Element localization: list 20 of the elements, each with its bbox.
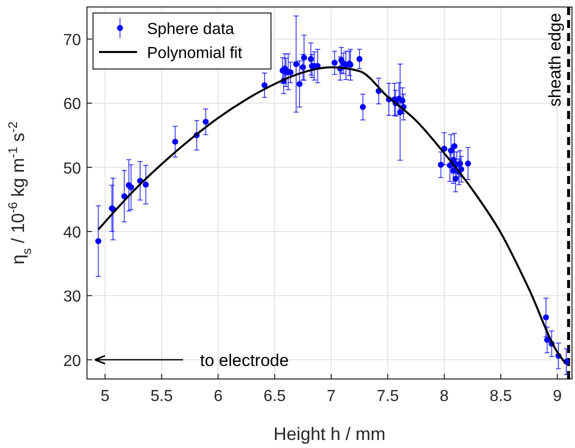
y-tick-label: 50 — [63, 160, 82, 178]
x-axis-title: Height h / mm — [273, 424, 386, 444]
ref-line-label: sheath edge — [546, 13, 565, 107]
y-tick-label: 40 — [63, 224, 82, 242]
legend-label: Polynomial fit — [147, 45, 243, 62]
x-tick-label: 5.5 — [150, 388, 173, 405]
annotation: to electrode — [200, 350, 289, 370]
x-tick-label: 8 — [440, 388, 449, 405]
x-tick-label: 6.5 — [264, 388, 286, 405]
x-tick-label: 5 — [100, 388, 110, 405]
x-tick-label: 8.5 — [490, 388, 512, 405]
y-tick-label: 30 — [63, 288, 82, 306]
y-tick-label: 60 — [63, 96, 82, 114]
x-tick-label: 7.5 — [376, 388, 399, 405]
y-tick-label: 70 — [63, 32, 82, 50]
y-tick-label: 20 — [63, 352, 82, 370]
legend-label: Sphere data — [147, 21, 234, 38]
x-tick-label: 9 — [552, 388, 562, 405]
x-tick-label: 6 — [214, 388, 223, 405]
x-tick-label: 7 — [326, 388, 336, 405]
